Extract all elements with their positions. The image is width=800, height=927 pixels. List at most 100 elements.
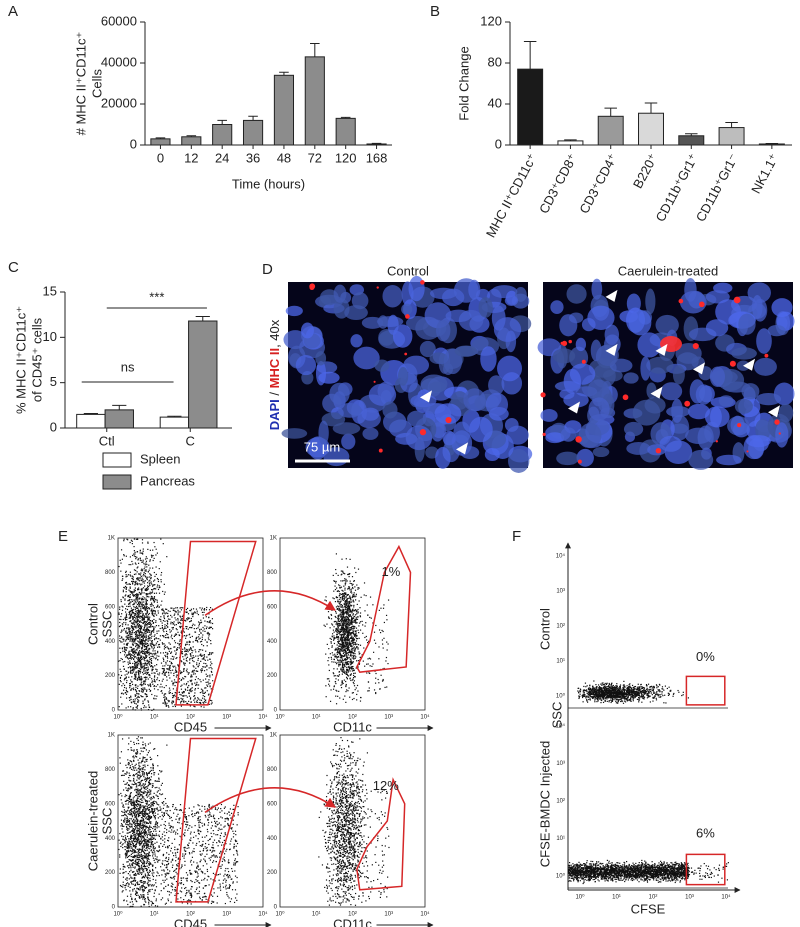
event-dot	[333, 626, 334, 627]
event-dot	[152, 589, 153, 590]
bar	[558, 141, 583, 145]
event-dot	[331, 643, 332, 644]
event-dot	[351, 652, 352, 653]
event-dot	[341, 587, 342, 588]
mhc-signal	[377, 286, 379, 288]
event-dot	[171, 883, 172, 884]
event-dot	[136, 693, 137, 694]
event-dot	[131, 638, 132, 639]
event-dot	[187, 644, 188, 645]
event-dot	[149, 661, 150, 662]
event-dot	[223, 887, 224, 888]
event-dot	[139, 617, 140, 618]
event-dot	[149, 567, 150, 568]
event-dot	[127, 657, 128, 658]
event-dot	[194, 692, 195, 693]
event-dot	[135, 601, 136, 602]
event-dot	[134, 604, 135, 605]
event-dot	[172, 656, 173, 657]
event-dot	[149, 663, 150, 664]
event-dot	[145, 569, 146, 570]
event-dot	[208, 633, 209, 634]
event-dot	[153, 598, 154, 599]
event-dot	[136, 616, 137, 617]
nucleus	[387, 315, 398, 335]
event-dot	[150, 599, 151, 600]
event-dot	[337, 675, 338, 676]
event-dot	[155, 620, 156, 621]
event-dot	[139, 601, 140, 602]
event-dot	[187, 612, 188, 613]
event-dot	[142, 570, 143, 571]
event-dot	[128, 653, 129, 654]
event-dot	[145, 791, 146, 792]
event-dot	[136, 599, 137, 600]
event-dot	[163, 620, 164, 621]
event-dot	[122, 647, 123, 648]
y-tick-label: 20000	[101, 95, 137, 110]
event-dot	[225, 834, 226, 835]
event-dot	[134, 552, 135, 553]
event-dot	[151, 658, 152, 659]
event-dot	[139, 845, 140, 846]
event-dot	[356, 632, 357, 633]
event-dot	[331, 618, 332, 619]
event-dot	[130, 639, 131, 640]
nucleus	[540, 409, 557, 422]
event-dot	[346, 667, 347, 668]
event-dot	[142, 542, 143, 543]
event-dot	[334, 585, 335, 586]
event-dot	[158, 625, 159, 626]
event-dot	[124, 628, 125, 629]
event-dot	[145, 662, 146, 663]
event-dot	[178, 611, 179, 612]
event-dot	[125, 652, 126, 653]
event-dot	[150, 559, 151, 560]
event-dot	[147, 608, 148, 609]
event-dot	[347, 690, 348, 691]
event-dot	[146, 604, 147, 605]
event-dot	[350, 658, 351, 659]
event-dot	[186, 626, 187, 627]
event-dot	[175, 635, 176, 636]
event-dot	[145, 850, 146, 851]
event-dot	[156, 593, 157, 594]
event-dot	[138, 794, 139, 795]
event-dot	[164, 618, 165, 619]
nucleus	[494, 317, 521, 342]
event-dot	[342, 613, 343, 614]
x-tick-label: CD3⁺CD4⁺	[576, 151, 620, 216]
event-dot	[154, 546, 155, 547]
event-dot	[131, 608, 132, 609]
event-dot	[386, 657, 387, 658]
event-dot	[162, 591, 163, 592]
event-dot	[146, 625, 147, 626]
event-dot	[150, 690, 151, 691]
event-dot	[336, 613, 337, 614]
event-dot	[141, 626, 142, 627]
event-dot	[146, 556, 147, 557]
event-dot	[122, 578, 123, 579]
event-dot	[136, 608, 137, 609]
event-dot	[157, 602, 158, 603]
event-dot	[145, 633, 146, 634]
event-dot	[128, 884, 129, 885]
event-dot	[189, 690, 190, 691]
event-dot	[154, 613, 155, 614]
event-dot	[160, 652, 161, 653]
event-dot	[151, 662, 152, 663]
event-dot	[345, 681, 346, 682]
event-dot	[167, 657, 168, 658]
event-dot	[354, 567, 355, 568]
event-dot	[156, 607, 157, 608]
event-dot	[152, 656, 153, 657]
event-dot	[134, 632, 135, 633]
event-dot	[352, 614, 353, 615]
event-dot	[138, 652, 139, 653]
event-dot	[130, 564, 131, 565]
error-bar	[112, 405, 126, 410]
event-dot	[325, 626, 326, 627]
nucleus	[623, 372, 638, 383]
event-dot	[328, 664, 329, 665]
event-dot	[170, 672, 171, 673]
